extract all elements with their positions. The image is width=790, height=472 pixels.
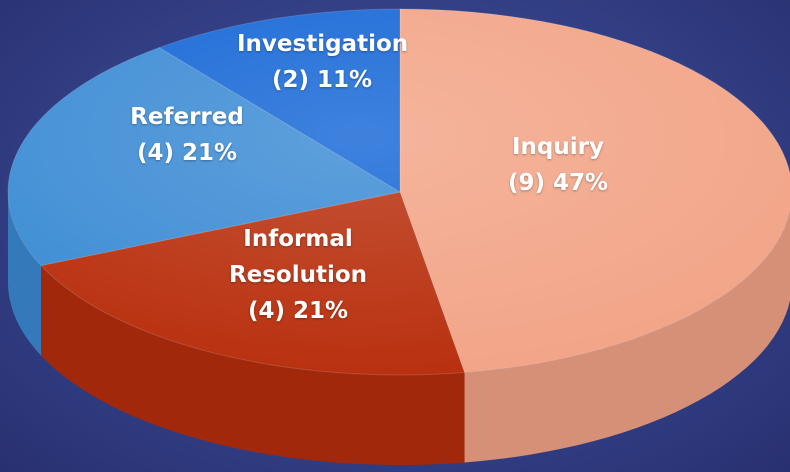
slice-side [464,210,790,463]
value-label: (2) 11% [271,67,373,93]
slice-label: Referred (4) 21% [102,99,272,171]
value-label: (4) 21% [247,298,349,324]
value-label: (9) 47% [507,170,609,196]
category-label: Inquiry [512,134,604,160]
slice-label: Inquiry (9) 47% [473,129,643,201]
slice-label: Informal Resolution (4) 21% [213,221,383,329]
category-label: Referred [130,104,244,130]
value-label: (4) 21% [136,140,238,166]
slice-label: Investigation (2) 11% [237,26,409,98]
category-label: Informal Resolution [228,226,368,288]
category-label: Investigation [237,31,409,57]
